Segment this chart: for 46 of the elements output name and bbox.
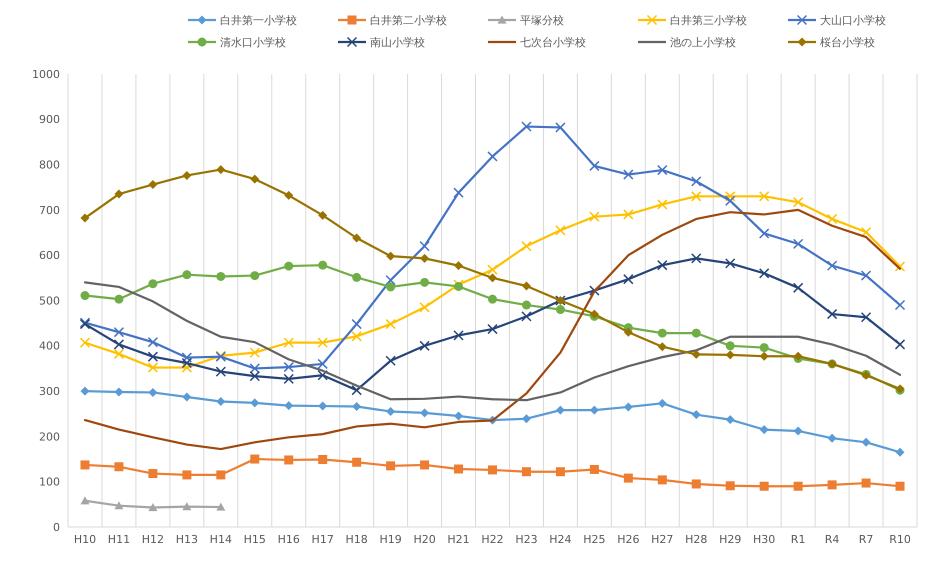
x-tick-label: H29 — [719, 533, 742, 546]
x-tick-label: R4 — [824, 533, 840, 546]
x-tick-label: H16 — [278, 533, 300, 546]
x-tick-label: H28 — [685, 533, 708, 546]
x-tick-label: H30 — [753, 533, 776, 546]
y-tick-label: 200 — [39, 430, 60, 444]
x-tick-label: H25 — [583, 533, 606, 546]
legend-label: 白井第一小学校 — [220, 14, 297, 27]
x-tick-label: H12 — [142, 533, 164, 546]
y-tick-label: 700 — [39, 204, 60, 217]
y-tick-label: 1000 — [32, 68, 60, 81]
x-tick-label: H23 — [515, 533, 538, 546]
legend-label: 池の上小学校 — [670, 36, 736, 49]
x-tick-label: H11 — [108, 533, 130, 546]
x-tick-label: H19 — [379, 533, 402, 546]
y-tick-label: 900 — [39, 113, 60, 126]
x-tick-label: R10 — [889, 533, 911, 546]
x-tick-label: H24 — [549, 533, 572, 546]
x-tick-label: H21 — [447, 533, 470, 546]
x-tick-label: H18 — [346, 533, 368, 546]
x-tick-label: H17 — [312, 533, 334, 546]
legend-label: 清水口小学校 — [220, 36, 286, 49]
x-tick-label: R7 — [858, 533, 874, 546]
y-tick-label: 800 — [39, 158, 60, 172]
legend-label: 白井第二小学校 — [370, 14, 447, 27]
legend-label: 白井第三小学校 — [670, 14, 747, 27]
legend-label: 七次台小学校 — [520, 36, 586, 49]
legend-label: 桜台小学校 — [820, 36, 875, 49]
x-tick-label: H15 — [244, 533, 266, 546]
y-tick-label: 300 — [39, 384, 60, 398]
y-tick-label: 100 — [39, 476, 60, 489]
legend-label: 南山小学校 — [370, 36, 425, 49]
y-tick-label: 500 — [39, 294, 60, 308]
x-tick-label: H26 — [617, 533, 640, 546]
legend-label: 平塚分校 — [520, 14, 564, 27]
x-tick-label: H20 — [413, 533, 436, 546]
x-tick-label: H27 — [651, 533, 674, 546]
x-tick-label: H22 — [481, 533, 504, 546]
x-tick-label: H13 — [176, 533, 198, 546]
x-tick-label: R1 — [790, 533, 806, 546]
y-tick-label: 400 — [39, 340, 60, 353]
y-tick-label: 600 — [39, 249, 60, 262]
x-tick-label: H14 — [210, 533, 232, 546]
x-tick-label: H10 — [74, 533, 96, 546]
y-tick-label: 0 — [53, 520, 60, 534]
legend-label: 大山口小学校 — [820, 14, 886, 27]
